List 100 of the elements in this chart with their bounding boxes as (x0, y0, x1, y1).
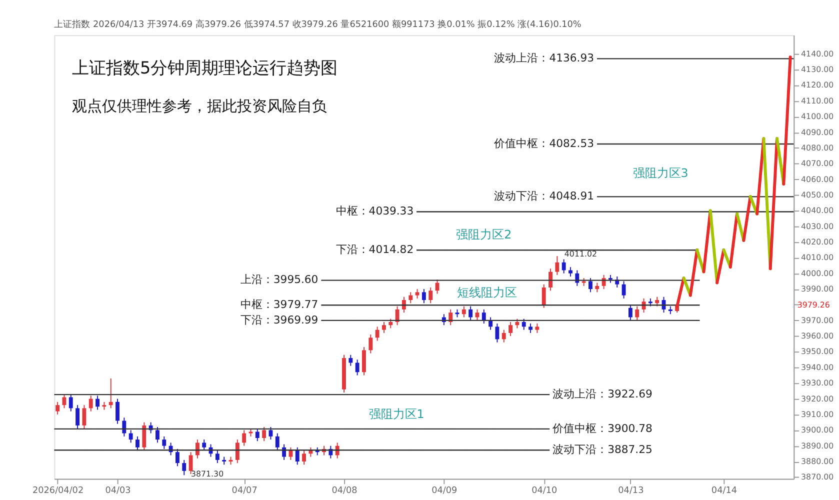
candlestick (475, 308, 480, 321)
y-tick-label: 4100.00 (801, 112, 834, 122)
candlestick (268, 426, 273, 440)
annotation: 3871.30 (191, 469, 224, 478)
ref-line-label: 下沿：4014.82 (336, 243, 414, 256)
candlestick (655, 296, 660, 307)
candlestick (242, 430, 246, 446)
y-tick-label: 3950.00 (801, 347, 834, 356)
candlestick (88, 395, 93, 412)
y-tick-label: 4020.00 (801, 237, 834, 246)
candlestick (388, 318, 393, 329)
ref-line-label: 价值中枢：4082.53 (493, 136, 594, 150)
y-tick-label: 3900.00 (801, 426, 834, 435)
annotation: 4011.02 (564, 250, 598, 259)
x-tick-label: 04/10 (532, 486, 558, 496)
candlestick (362, 346, 366, 376)
candlestick (235, 439, 240, 464)
candlestick (255, 428, 260, 442)
candlestick (295, 446, 300, 466)
candlestick (82, 404, 86, 430)
y-tick-label: 3940.00 (801, 362, 834, 372)
y-tick-label: 4070.00 (801, 159, 834, 168)
candlestick (428, 286, 433, 304)
candlestick (188, 452, 193, 475)
candlestick (595, 282, 600, 293)
candlestick (76, 404, 80, 430)
text: 上证指数 2026/04/13 开3974.69 高3979.26 低3974.57 收3979.26 量6521600 额991173 换0.01% 振0.12% 涨(4.16)0.10% (54, 18, 582, 30)
y-tick-label: 4030.00 (801, 222, 834, 231)
candlestick (382, 321, 386, 334)
y-tick-label: 3990.00 (801, 284, 834, 294)
candlestick (262, 426, 266, 442)
ref-line-label: 中枢：4039.33 (336, 204, 414, 218)
candlestick (162, 436, 166, 450)
candlestick (128, 430, 133, 444)
y-tick-label: 4120.00 (801, 80, 834, 90)
candlestick (622, 280, 626, 299)
candlestick (288, 446, 293, 460)
y-tick-label: 4000.00 (801, 268, 834, 278)
candlestick (535, 323, 540, 334)
candlestick (515, 318, 520, 329)
candlestick (522, 318, 526, 330)
x-tick-label: 2026/04/02 (32, 486, 84, 496)
ref-line-label: 下沿：3969.99 (240, 313, 318, 326)
y-tick-label: 3930.00 (801, 378, 834, 388)
candlestick (68, 394, 73, 412)
ref-line-label: 波动上沿：4136.93 (494, 52, 594, 65)
candlestick (302, 450, 306, 466)
candlestick (482, 308, 486, 324)
candlestick (282, 444, 286, 460)
y-tick-label: 3970.00 (801, 316, 834, 325)
y-tick-label: 4010.00 (801, 253, 834, 262)
candlestick (395, 306, 400, 326)
candlestick (348, 354, 353, 366)
annotation: 短线阻力区 (456, 285, 517, 300)
x-tick-label: 04/03 (105, 486, 131, 496)
x-tick-label: 04/14 (711, 486, 738, 496)
candlestick (448, 308, 453, 326)
y-tick-label: 4130.00 (801, 65, 834, 74)
candlestick (588, 278, 592, 293)
candlestick (368, 334, 373, 354)
candlestick (175, 448, 180, 467)
candlestick (635, 306, 640, 321)
candlestick (56, 401, 60, 415)
text: 观点仅供理性参考，据此投资风险自负 (72, 98, 327, 116)
x-tick-label: 04/13 (618, 486, 644, 496)
candlestick (108, 378, 113, 409)
text: 上证指数5分钟周期理论运行趋势图 (72, 58, 338, 78)
text: 3979.26 (797, 300, 830, 310)
y-tick-label: 4140.00 (801, 49, 834, 58)
candlestick (275, 432, 280, 452)
annotation: 强阻力区2 (456, 228, 512, 242)
ref-line-label: 波动下沿：4048.91 (494, 190, 594, 203)
candlestick (495, 323, 500, 343)
y-tick-label: 4090.00 (801, 128, 834, 137)
candlestick (508, 321, 513, 337)
ref-line-label: 价值中枢：3900.78 (552, 422, 652, 435)
ref-line-label: 波动下沿：3887.25 (552, 443, 652, 456)
candlestick (182, 459, 186, 476)
candlestick (628, 304, 632, 321)
candlestick (415, 288, 420, 299)
y-tick-label: 4080.00 (801, 143, 834, 152)
y-tick-label: 4040.00 (801, 206, 834, 216)
candlestick (408, 292, 413, 304)
candlestick (555, 256, 560, 276)
candlestick (116, 398, 120, 424)
ref-line-label: 上沿：3995.60 (240, 273, 318, 286)
candlestick (375, 326, 380, 342)
candlestick (96, 395, 100, 410)
y-tick-label: 3910.00 (801, 410, 834, 419)
candlestick (422, 288, 426, 304)
candlestick (548, 268, 552, 292)
candlestick (562, 258, 566, 274)
candlestick (568, 266, 572, 278)
y-tick-label: 4110.00 (801, 96, 834, 106)
y-tick-label: 3960.00 (801, 332, 834, 341)
x-tick-label: 04/09 (432, 486, 458, 496)
candlestick (502, 329, 506, 343)
annotation: 强阻力区3 (632, 166, 688, 180)
y-tick-label: 3870.00 (801, 472, 834, 482)
annotation: 强阻力区1 (368, 406, 424, 421)
